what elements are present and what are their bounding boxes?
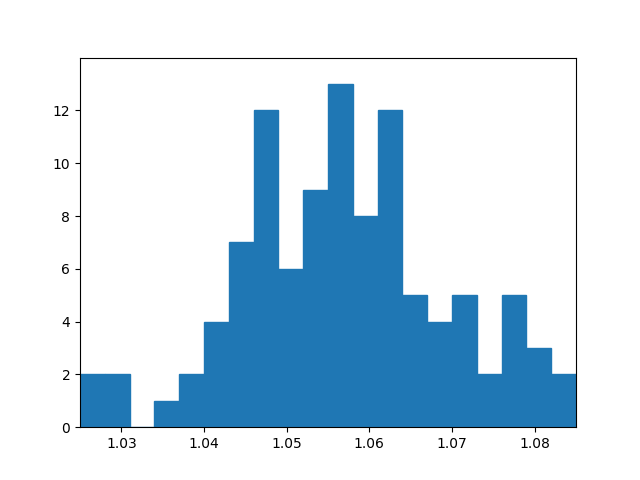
Bar [378,110,403,427]
Bar [229,242,253,427]
Bar [353,216,378,427]
Bar [328,84,353,427]
Bar [477,374,502,427]
Bar [303,190,328,427]
Bar [253,110,278,427]
Bar [527,348,551,427]
Bar [502,295,526,427]
Bar [576,374,601,427]
Bar [204,322,228,427]
Bar [551,374,576,427]
Bar [154,401,179,427]
Bar [403,295,428,427]
Bar [105,374,130,427]
Bar [452,295,477,427]
Bar [278,269,303,427]
Bar [80,374,105,427]
Bar [428,322,452,427]
Bar [179,374,204,427]
